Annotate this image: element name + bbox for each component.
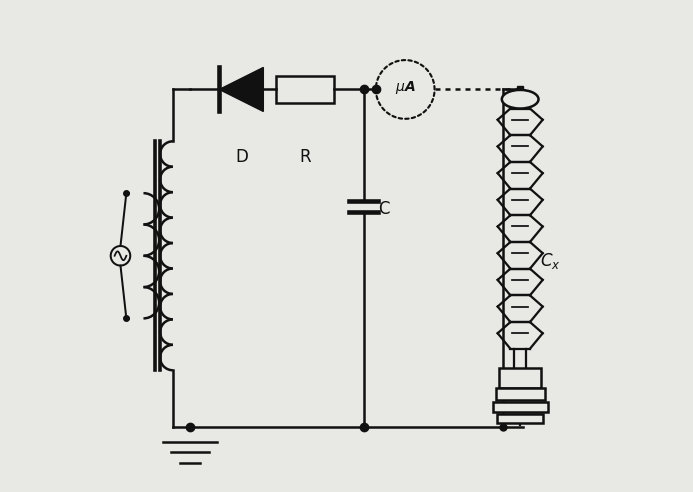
Bar xyxy=(497,414,543,423)
Text: D: D xyxy=(235,148,248,166)
Text: C: C xyxy=(378,200,389,218)
Text: $C_x$: $C_x$ xyxy=(540,251,561,271)
Text: $\mu$A: $\mu$A xyxy=(395,79,416,95)
Bar xyxy=(495,388,545,400)
Bar xyxy=(493,401,547,412)
Polygon shape xyxy=(219,67,263,112)
Bar xyxy=(276,76,334,103)
Ellipse shape xyxy=(502,90,538,109)
Text: R: R xyxy=(299,148,310,166)
Bar xyxy=(500,369,541,388)
